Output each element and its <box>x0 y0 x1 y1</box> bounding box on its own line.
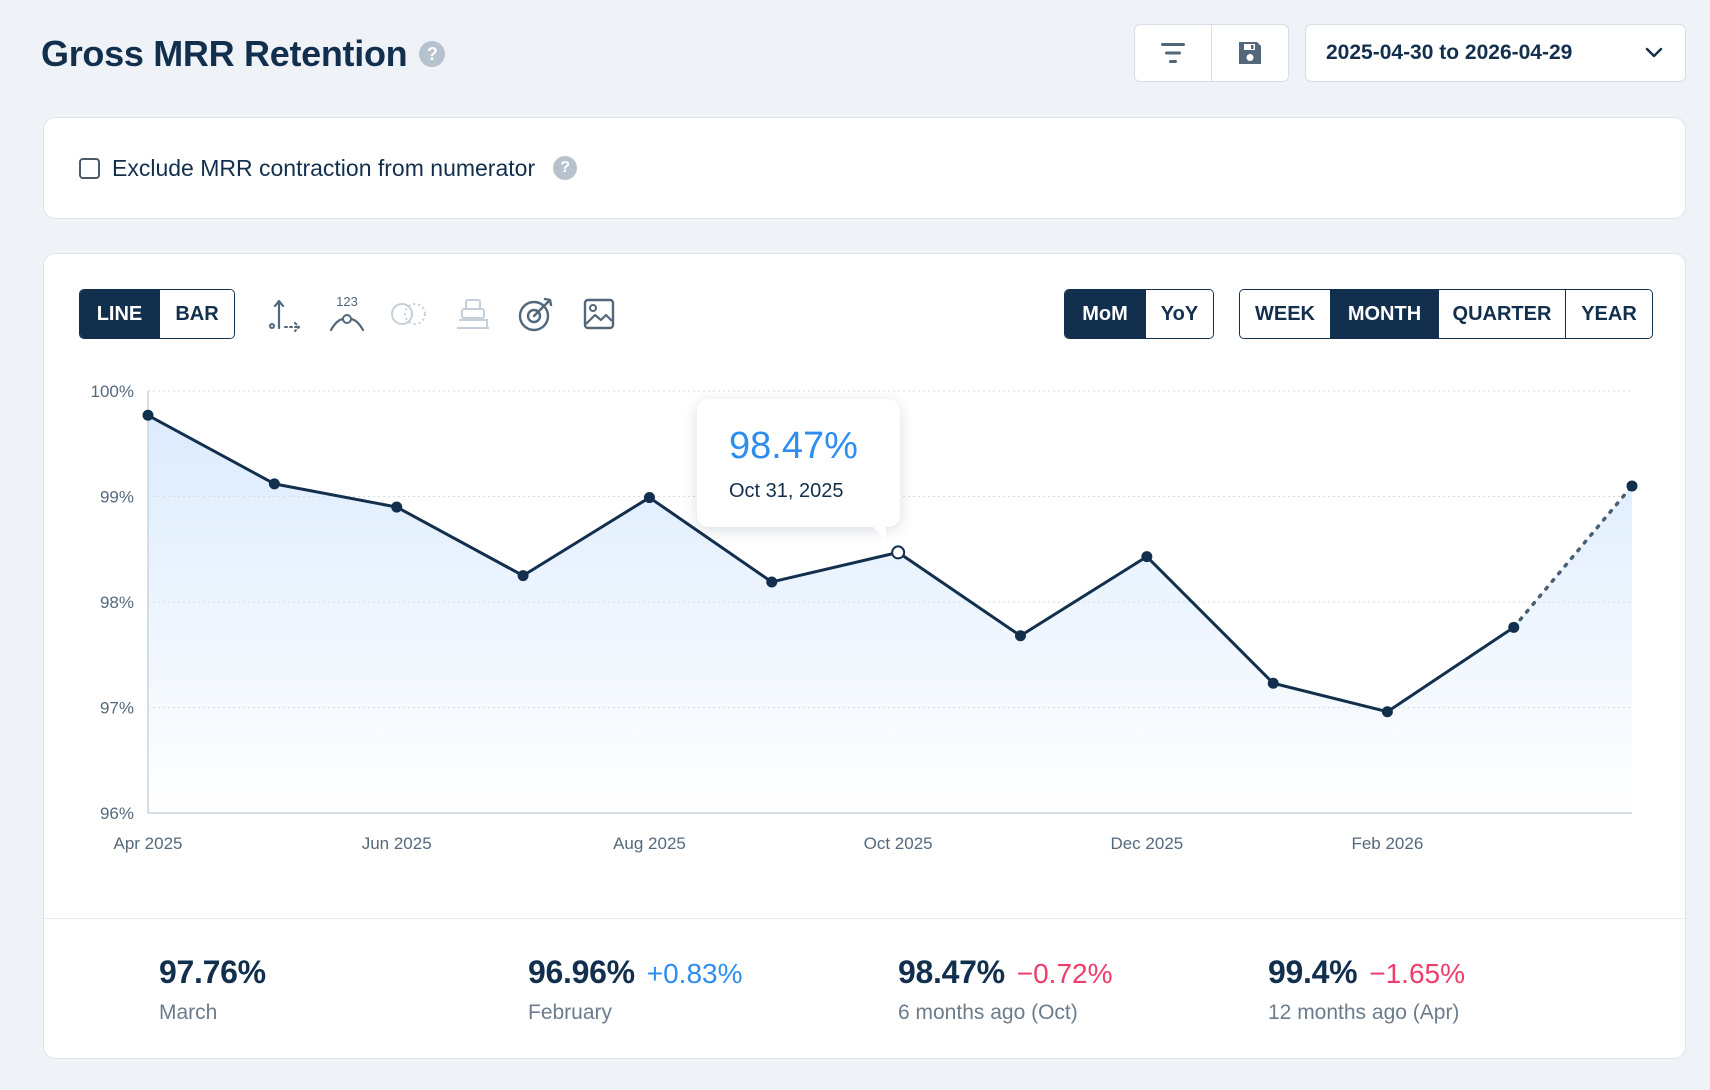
goal-target-icon <box>518 297 553 332</box>
x-tick-label: Apr 2025 <box>114 834 183 853</box>
export-image-button[interactable] <box>577 292 621 336</box>
help-icon[interactable]: ? <box>553 156 578 180</box>
stat-six-months: 98.47% −0.72% 6 months ago (Oct) <box>898 954 1112 1025</box>
y-tick-label: 96% <box>100 804 134 823</box>
stat-value: 98.47% <box>898 954 1005 990</box>
help-icon[interactable]: ? <box>419 41 446 67</box>
period-toggle: WEEK MONTH QUARTER YEAR <box>1239 289 1653 339</box>
line-chart: 96% 97% 98% 99% 100% Apr 2025 Jun 2025 Aug 2025… <box>91 382 1638 853</box>
header-toolbar <box>1134 24 1289 82</box>
axis-button[interactable] <box>261 292 305 336</box>
stat-current: 97.76% March <box>159 954 266 1025</box>
data-point <box>1381 706 1393 718</box>
data-labels-icon: 123 <box>329 294 365 332</box>
mom-button[interactable]: MoM <box>1065 290 1145 338</box>
stack-button[interactable] <box>451 292 495 336</box>
axis-icon <box>269 299 301 332</box>
highlighted-data-point <box>891 545 906 560</box>
data-point <box>1626 480 1638 492</box>
export-image-icon <box>583 298 615 330</box>
x-tick-label: Dec 2025 <box>1110 834 1183 853</box>
goal-button[interactable] <box>514 292 558 336</box>
page-title: Gross MRR Retention <box>41 33 408 74</box>
x-tick-label: Aug 2025 <box>613 834 686 853</box>
date-range-value: 2025-04-30 to 2026-04-29 <box>1326 41 1573 64</box>
date-range-select[interactable]: 2025-04-30 to 2026-04-29 <box>1305 24 1686 82</box>
y-tick-label: 99% <box>100 488 134 507</box>
save-button[interactable] <box>1211 25 1288 81</box>
filter-icon <box>1161 43 1185 63</box>
data-labels-button[interactable]: 123 <box>325 292 369 336</box>
filter-button[interactable] <box>1135 25 1211 81</box>
stat-delta: −1.65% <box>1369 958 1465 989</box>
data-point <box>1508 621 1520 633</box>
save-icon <box>1239 42 1261 64</box>
data-point <box>142 409 154 421</box>
x-tick-label: Feb 2026 <box>1351 834 1423 853</box>
stat-value: 96.96% <box>528 954 635 990</box>
stat-delta: −0.72% <box>1016 958 1113 989</box>
y-tick-label: 98% <box>100 593 134 612</box>
page-header: Gross MRR Retention ? <box>41 28 446 80</box>
tooltip-date: Oct 31, 2025 <box>729 480 844 502</box>
data-point <box>1267 677 1279 689</box>
data-point <box>766 576 778 588</box>
divider <box>44 918 1685 919</box>
y-tick-label: 97% <box>100 699 134 718</box>
stat-previous-month: 96.96% +0.83% February <box>528 954 742 1025</box>
data-point <box>643 492 655 504</box>
y-tick-label: 100% <box>91 382 134 401</box>
series-line <box>147 413 1515 714</box>
stat-value: 97.76% <box>159 954 266 990</box>
year-button[interactable]: YEAR <box>1565 290 1652 338</box>
stat-label: 6 months ago (Oct) <box>898 1001 1078 1024</box>
x-tick-label: Oct 2025 <box>864 834 933 853</box>
stack-icon <box>457 299 489 329</box>
compare-toggle: MoM YoY <box>1064 289 1214 339</box>
data-point <box>1141 551 1153 563</box>
exclude-contraction-checkbox[interactable] <box>79 157 100 179</box>
compare-overlay-icon <box>391 303 426 325</box>
data-point <box>391 501 403 513</box>
stat-value: 99.4% <box>1268 954 1358 990</box>
data-labels-icon-text: 123 <box>336 294 358 309</box>
stat-delta: +0.83% <box>646 958 743 989</box>
stat-twelve-months: 99.4% −1.65% 12 months ago (Apr) <box>1268 954 1465 1025</box>
chart-tooltip: 98.47% Oct 31, 2025 <box>697 399 900 540</box>
stat-label: 12 months ago (Apr) <box>1268 1001 1460 1024</box>
yoy-button[interactable]: YoY <box>1145 290 1213 338</box>
area-fill <box>148 415 1632 813</box>
tooltip-value: 98.47% <box>729 425 858 467</box>
month-button[interactable]: MONTH <box>1330 290 1438 338</box>
line-chart-button[interactable]: LINE <box>80 290 159 338</box>
stat-label: March <box>159 1001 218 1024</box>
exclude-contraction-label: Exclude MRR contraction from numerator <box>112 154 536 181</box>
bar-chart-button[interactable]: BAR <box>159 290 234 338</box>
chart-card: LINE BAR 123 <box>43 253 1686 1059</box>
chevron-down-icon <box>1645 47 1663 58</box>
quarter-button[interactable]: QUARTER <box>1438 290 1565 338</box>
series-line-partial <box>1512 484 1634 630</box>
x-tick-label: Jun 2025 <box>362 834 432 853</box>
chart-type-toggle: LINE BAR <box>79 289 235 339</box>
compare-overlay-button[interactable] <box>387 292 431 336</box>
week-button[interactable]: WEEK <box>1240 290 1330 338</box>
options-panel: Exclude MRR contraction from numerator ? <box>43 117 1686 219</box>
data-point <box>1014 630 1026 642</box>
stat-label: February <box>528 1001 613 1024</box>
data-point <box>268 478 280 490</box>
data-point <box>517 570 529 582</box>
